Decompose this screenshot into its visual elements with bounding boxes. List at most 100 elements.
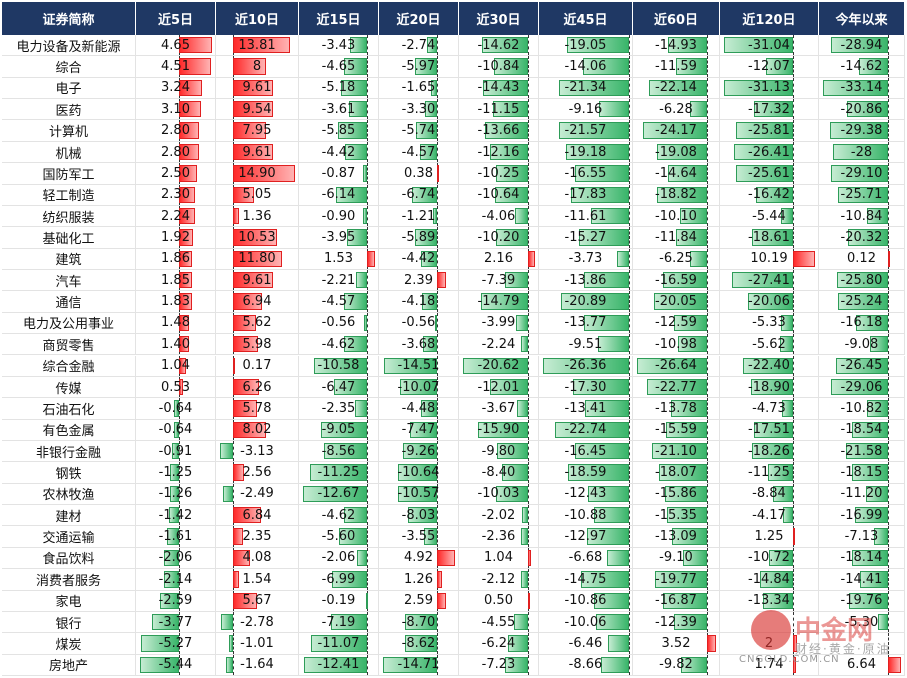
header-近5日[interactable]: 近5日 bbox=[136, 2, 216, 35]
value-label: -15.59 bbox=[655, 422, 697, 438]
bar-negative bbox=[343, 507, 368, 524]
value-label: -27.41 bbox=[748, 272, 790, 288]
bar-positive bbox=[233, 229, 277, 246]
bar-positive bbox=[178, 165, 197, 182]
bar-positive bbox=[233, 314, 257, 332]
value-cell: -20.32 bbox=[819, 227, 905, 248]
bar-negative bbox=[405, 635, 437, 652]
value-label: 1.74 bbox=[754, 657, 784, 673]
value-label: -25.80 bbox=[840, 272, 883, 288]
value-label: -8.62 bbox=[401, 635, 436, 651]
value-cell: -5.85 bbox=[299, 120, 379, 141]
bar-positive bbox=[233, 592, 257, 609]
value-label: -11.15 bbox=[477, 101, 520, 117]
header-近45日[interactable]: 近45日 bbox=[539, 2, 633, 35]
value-cell: -2.36 bbox=[459, 526, 539, 547]
value-label: -13.09 bbox=[655, 529, 697, 545]
bar-positive bbox=[178, 58, 211, 75]
value-cell: -20.05 bbox=[633, 291, 720, 312]
value-cell: -4.06 bbox=[459, 205, 539, 227]
zero-axis bbox=[178, 569, 180, 590]
header-近15日[interactable]: 近15日 bbox=[299, 2, 379, 35]
header-今年以来[interactable]: 今年以来 bbox=[819, 2, 905, 35]
value-cell: -12.39 bbox=[633, 611, 720, 633]
zero-axis bbox=[436, 419, 438, 440]
bar-negative bbox=[321, 421, 368, 438]
value-cell: 7.95 bbox=[216, 120, 299, 141]
bar-negative bbox=[140, 656, 179, 673]
zero-axis bbox=[367, 227, 369, 248]
bar-positive bbox=[528, 549, 532, 567]
bar-positive bbox=[178, 37, 212, 54]
value-cell: -25.24 bbox=[819, 291, 905, 312]
zero-axis bbox=[528, 633, 530, 654]
value-cell: 3.24 bbox=[136, 77, 216, 99]
value-cell: -7.19 bbox=[299, 611, 379, 633]
value-label: -8.03 bbox=[401, 507, 436, 523]
value-cell: -6.24 bbox=[459, 633, 539, 654]
value-label: -17.83 bbox=[564, 187, 607, 203]
value-cell: -5.60 bbox=[299, 526, 379, 547]
value-label: -16.87 bbox=[655, 593, 697, 609]
bar-negative bbox=[520, 528, 529, 545]
zero-axis bbox=[706, 205, 708, 227]
zero-axis bbox=[629, 611, 630, 633]
value-label: -10.57 bbox=[397, 486, 440, 502]
value-label: -16.45 bbox=[564, 443, 607, 459]
bar-negative bbox=[366, 592, 369, 609]
value-cell: -14.64 bbox=[633, 163, 720, 184]
bar-negative bbox=[398, 485, 437, 503]
value-label: -17.30 bbox=[564, 379, 607, 395]
zero-axis bbox=[629, 440, 630, 462]
bar-positive bbox=[233, 421, 267, 438]
value-label: -7.39 bbox=[481, 272, 516, 288]
bar-negative bbox=[347, 229, 368, 246]
value-label: -10.07 bbox=[397, 379, 440, 395]
header-近20日[interactable]: 近20日 bbox=[379, 2, 459, 35]
value-cell: -0.56 bbox=[299, 312, 379, 334]
value-cell: -13.41 bbox=[539, 398, 633, 419]
bar-negative bbox=[304, 656, 368, 673]
table-row: 家电 -2.59 5.67 -0.19 2.59 0.50 -10.86 -16.87 -13.… bbox=[2, 590, 905, 612]
bar-negative bbox=[643, 122, 707, 139]
value-cell: -1.25 bbox=[136, 462, 216, 483]
zero-axis bbox=[528, 654, 530, 675]
row-label: 钢铁 bbox=[2, 462, 136, 483]
zero-axis bbox=[706, 184, 708, 205]
bar-negative bbox=[164, 549, 179, 567]
value-label: -1.01 bbox=[240, 635, 274, 651]
value-label: -0.56 bbox=[401, 315, 436, 331]
bar-negative bbox=[782, 400, 793, 417]
bar-negative bbox=[560, 293, 629, 310]
header-近60日[interactable]: 近60日 bbox=[633, 2, 720, 35]
zero-axis bbox=[528, 526, 530, 547]
value-label: -28.94 bbox=[840, 37, 883, 53]
header-name-column[interactable]: 证券简称 bbox=[2, 2, 136, 35]
value-label: 3.10 bbox=[161, 101, 190, 117]
bar-negative bbox=[313, 357, 368, 374]
zero-axis bbox=[367, 547, 369, 569]
zero-axis bbox=[887, 547, 889, 569]
value-cell: 1.04 bbox=[136, 355, 216, 376]
header-近120日[interactable]: 近120日 bbox=[720, 2, 819, 35]
header-近10日[interactable]: 近10日 bbox=[216, 2, 299, 35]
bar-positive bbox=[178, 143, 199, 161]
bar-negative bbox=[222, 485, 233, 503]
row-label: 综合金融 bbox=[2, 355, 136, 376]
bar-negative bbox=[765, 58, 793, 75]
value-cell: -7.13 bbox=[819, 526, 905, 547]
bar-negative bbox=[600, 656, 629, 673]
value-cell: 2.80 bbox=[136, 120, 216, 141]
zero-axis bbox=[792, 355, 794, 376]
header-近30日[interactable]: 近30日 bbox=[459, 2, 539, 35]
value-label: -1.25 bbox=[158, 465, 193, 480]
value-cell: -21.58 bbox=[819, 440, 905, 462]
value-label: -21.10 bbox=[655, 443, 697, 459]
bar-negative bbox=[420, 143, 437, 161]
zero-axis bbox=[792, 141, 794, 163]
bar-negative bbox=[409, 421, 437, 438]
value-label: -7.47 bbox=[401, 422, 436, 438]
zero-axis bbox=[367, 526, 369, 547]
value-cell: -10.07 bbox=[379, 376, 459, 398]
bar-positive bbox=[367, 250, 375, 268]
